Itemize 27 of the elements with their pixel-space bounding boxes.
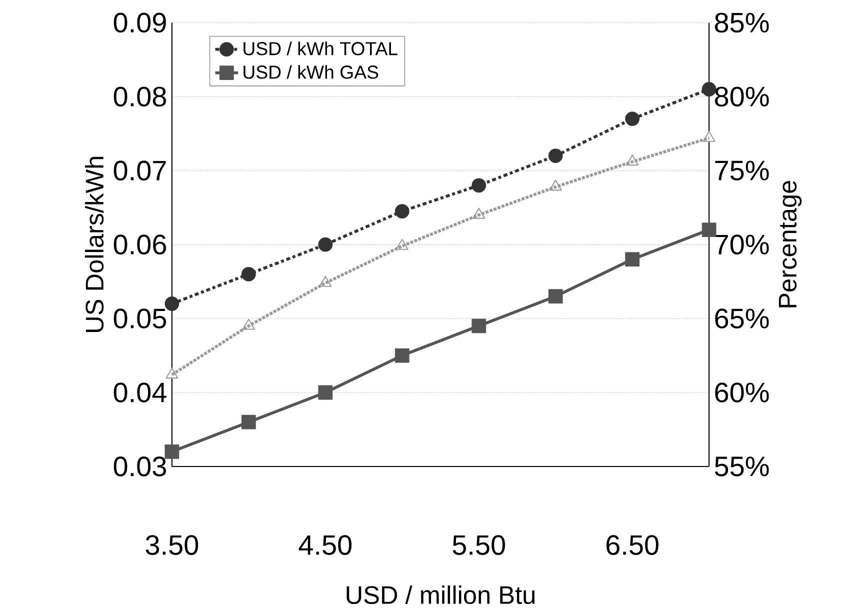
y2-tick-label: 60% (715, 382, 769, 402)
point (164, 444, 180, 459)
y-tick-label: 0.08 (114, 86, 166, 106)
legend-label: USD / kWh GAS (244, 65, 378, 79)
y2-tick-label: 85% (714, 12, 769, 33)
y-tick-label: 0.03 (114, 456, 166, 476)
x-tick-label: 4.50 (298, 535, 352, 555)
point (702, 222, 716, 237)
x-tick-label: 3.50 (146, 535, 198, 555)
legend-label: USD / kWh TOTAL (244, 42, 398, 56)
y-tick-label: 0.06 (114, 234, 166, 254)
y-tick-label: 0.05 (114, 308, 166, 328)
y2-tick-label: 65% (715, 308, 769, 328)
point (164, 296, 180, 311)
y-tick-label: 0.04 (114, 382, 166, 402)
y2-tick-label: 70% (715, 234, 769, 254)
x-axis-title: USD / million Btu (346, 585, 534, 604)
y-tick-label: 0.07 (114, 160, 166, 180)
x-tick-label: 6.50 (606, 535, 658, 555)
y-axis-title: US Dollars/kWh (85, 156, 104, 332)
y2-axis-title: Percentage (778, 180, 802, 308)
y2-tick-label: 75% (715, 160, 769, 180)
y2-tick-label: 55% (714, 456, 769, 476)
point (702, 82, 716, 96)
x-tick-label: 5.50 (452, 535, 505, 555)
y-tick-label: 0.09 (114, 12, 166, 33)
y2-tick-label: 80% (714, 86, 769, 106)
